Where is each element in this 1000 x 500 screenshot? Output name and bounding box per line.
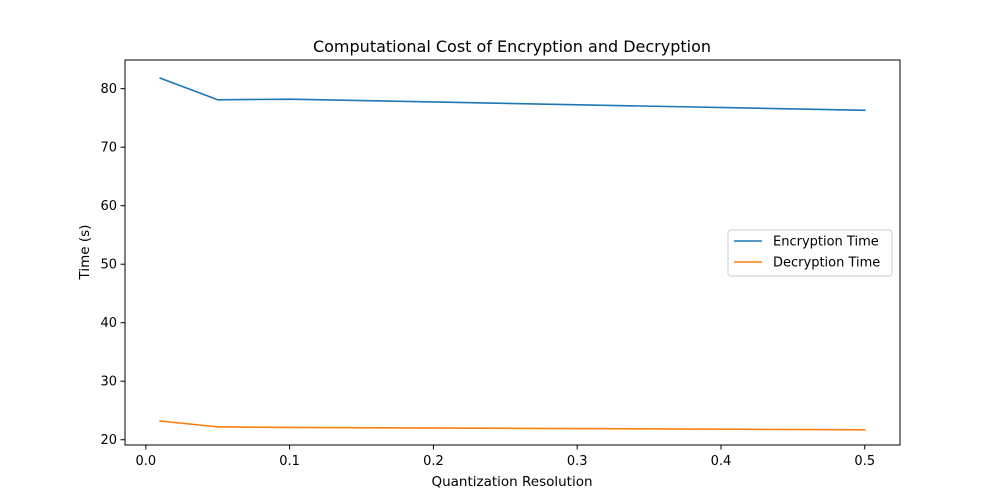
y-tick-label: 60	[100, 199, 117, 214]
y-axis-label: Time (s)	[77, 225, 93, 281]
legend-label: Decryption Time	[773, 256, 880, 271]
y-tick-label: 20	[100, 433, 117, 448]
y-tick-label: 70	[100, 141, 117, 156]
chart-title: Computational Cost of Encryption and Dec…	[313, 37, 711, 56]
x-tick-label: 0.3	[567, 454, 588, 469]
x-axis-label: Quantization Resolution	[431, 474, 592, 490]
x-tick-label: 0.5	[854, 454, 875, 469]
legend: Encryption Time Decryption Time	[727, 229, 893, 277]
x-tick-label: 0.1	[279, 454, 300, 469]
y-tick-label: 40	[100, 316, 117, 331]
series-line-decryption-time	[159, 420, 866, 431]
plot-frame	[124, 59, 901, 446]
y-tick-label: 80	[100, 82, 117, 97]
y-tick-label: 50	[100, 258, 117, 273]
legend-label: Encryption Time	[773, 235, 879, 250]
legend-box	[727, 229, 893, 277]
plot-area	[124, 59, 901, 446]
y-tick-label: 30	[100, 375, 117, 390]
y-axis: 20 30 40 50 60 70 80	[100, 82, 125, 448]
series-line-encryption-time	[159, 77, 866, 112]
series-layer	[159, 77, 866, 431]
x-tick-label: 0.2	[423, 454, 444, 469]
x-tick-label: 0.0	[136, 454, 157, 469]
x-tick-label: 0.4	[711, 454, 732, 469]
x-axis: 0.0 0.1 0.2 0.3 0.4 0.5	[136, 445, 875, 469]
